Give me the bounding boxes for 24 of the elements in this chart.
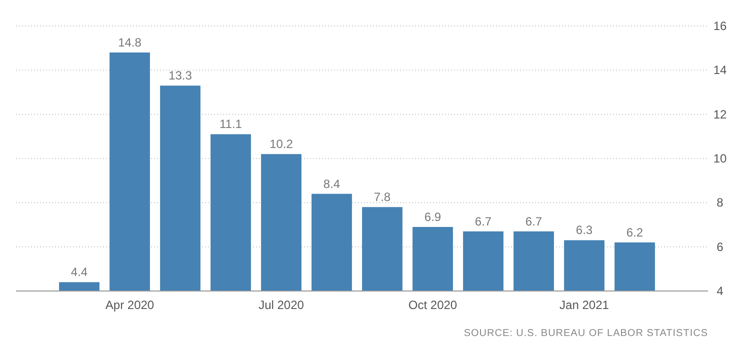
y-tick-label: 12 xyxy=(713,107,727,122)
data-label: 11.1 xyxy=(220,117,242,132)
data-label: 8.4 xyxy=(323,176,340,191)
y-tick-label: 6 xyxy=(716,240,724,254)
data-label: 13.3 xyxy=(168,68,192,83)
y-tick-label: 8 xyxy=(716,196,724,210)
y-tick-label: 14 xyxy=(713,63,727,78)
data-label: 6.2 xyxy=(626,225,644,240)
data-label: 7.8 xyxy=(374,190,391,204)
source-note: SOURCE: U.S. BUREAU OF LABOR STATISTICS xyxy=(464,328,708,339)
x-tick-label: Apr 2020 xyxy=(105,298,154,312)
data-label: 6.7 xyxy=(474,214,492,228)
data-label: 4.4 xyxy=(70,265,88,280)
data-label: 14.8 xyxy=(118,36,142,50)
y-tick-label: 10 xyxy=(713,152,727,166)
data-label: 6.9 xyxy=(424,210,442,224)
data-label: 10.2 xyxy=(270,137,294,152)
data-label: 6.3 xyxy=(576,223,593,238)
x-tick-label: Jan 2021 xyxy=(560,298,610,312)
data-label: 6.7 xyxy=(525,214,542,228)
x-tick-label: Jul 2020 xyxy=(258,298,304,312)
y-tick-label: 4 xyxy=(716,284,724,298)
x-tick-label: Oct 2020 xyxy=(408,298,458,312)
y-tick-label: 16 xyxy=(713,19,727,33)
